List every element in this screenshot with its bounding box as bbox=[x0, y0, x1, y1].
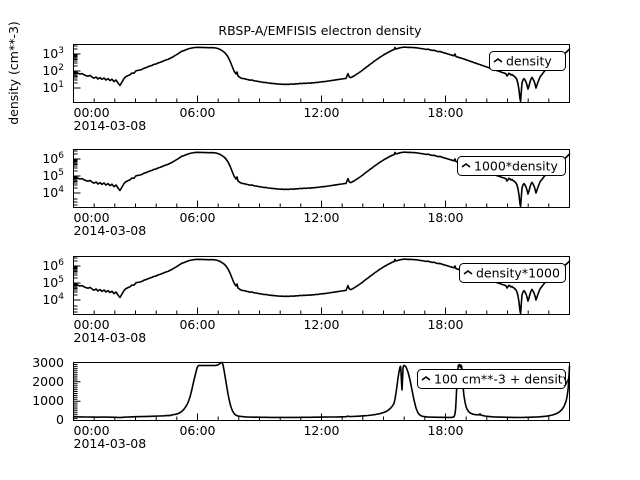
xtick-label: 06:00 bbox=[179, 317, 215, 332]
panel-1: 101 102 103 00:00 06:00 bbox=[6, 21, 571, 133]
legend-line-sample bbox=[493, 58, 503, 63]
data-trace-panel-3 bbox=[73, 258, 571, 315]
panel-3-ytick-labels: 104 105 106 bbox=[42, 258, 64, 307]
xtick-label: 00:00 bbox=[74, 105, 110, 120]
page-title: RBSP-A/EMFISIS electron density bbox=[218, 23, 422, 38]
panel-3-xtick-labels: 00:00 06:00 12:00 18:00 2014-03-08 bbox=[74, 317, 464, 345]
xtick-label: 12:00 bbox=[303, 210, 339, 225]
date-label: 2014-03-08 bbox=[74, 330, 147, 345]
data-trace-panel-4 bbox=[73, 361, 571, 419]
panel-1-yticks-major bbox=[73, 53, 81, 89]
panel-4-xtick-labels: 00:00 06:00 12:00 18:00 2014-03-08 bbox=[74, 423, 464, 451]
xtick-label: 18:00 bbox=[427, 317, 463, 332]
ytick-label: 104 bbox=[42, 185, 64, 200]
panel-3-yticks-major bbox=[73, 265, 81, 301]
data-trace-panel-1 bbox=[73, 46, 571, 103]
panel-2-xticks-minor bbox=[93, 203, 550, 208]
panel-3: 104 105 106 00:00 06:00 12:00 18:00 bbox=[42, 256, 571, 345]
ytick-label: 101 bbox=[42, 80, 64, 95]
ytick-label: 0 bbox=[56, 412, 64, 427]
xtick-label: 12:00 bbox=[303, 317, 339, 332]
legend-panel-1[interactable]: density bbox=[489, 51, 566, 71]
panel-4-ytick-labels: 0 1000 2000 3000 bbox=[32, 355, 64, 427]
panel-1-xticks-minor bbox=[93, 98, 550, 103]
legend-line-sample bbox=[461, 163, 471, 168]
panel-4-yticks-major bbox=[73, 362, 81, 421]
xtick-label: 18:00 bbox=[427, 210, 463, 225]
panel-2: 104 105 106 00:00 06:00 12:00 18:00 bbox=[42, 149, 571, 238]
y-axis-label: density (cm**-3) bbox=[6, 21, 21, 125]
panel-2-xticks-major bbox=[73, 200, 570, 208]
legend-box bbox=[489, 51, 566, 71]
xtick-label: 00:00 bbox=[74, 210, 110, 225]
legend-line-sample bbox=[421, 376, 431, 381]
xtick-label: 18:00 bbox=[427, 105, 463, 120]
ytick-label: 3000 bbox=[32, 355, 64, 370]
legend-line-sample bbox=[463, 270, 473, 275]
ytick-label: 1000 bbox=[32, 393, 64, 408]
panel-1-yticks-minor bbox=[73, 45, 78, 84]
panel-3-xticks-minor bbox=[93, 310, 550, 315]
legend-panel-2[interactable]: 1000*density bbox=[457, 156, 566, 176]
panel-2-xtick-labels: 00:00 06:00 12:00 18:00 2014-03-08 bbox=[74, 210, 464, 238]
xtick-label: 00:00 bbox=[74, 423, 110, 438]
legend-label: 100 cm**-3 + density bbox=[434, 372, 571, 387]
panel-1-xticks-major bbox=[73, 95, 570, 103]
legend-panel-4[interactable]: 100 cm**-3 + density bbox=[417, 369, 571, 389]
xtick-label: 12:00 bbox=[303, 105, 339, 120]
date-label: 2014-03-08 bbox=[74, 118, 147, 133]
legend-box bbox=[459, 263, 566, 283]
data-trace-panel-2 bbox=[73, 151, 571, 208]
panel-1-xtick-labels: 00:00 06:00 12:00 18:00 2014-03-08 bbox=[74, 105, 464, 133]
xtick-label: 00:00 bbox=[74, 317, 110, 332]
xtick-label: 18:00 bbox=[427, 423, 463, 438]
legend-label: 1000*density bbox=[474, 159, 558, 174]
panel-2-ytick-labels: 104 105 106 bbox=[42, 151, 64, 200]
ytick-label: 106 bbox=[42, 151, 64, 166]
ytick-label: 2000 bbox=[32, 374, 64, 389]
panel-4-yticks-minor bbox=[73, 364, 78, 420]
legend-label: density*1000 bbox=[476, 266, 560, 281]
panel-4: 0 1000 2000 3000 00:00 06:00 12:00 bbox=[32, 355, 571, 451]
xtick-label: 06:00 bbox=[179, 105, 215, 120]
ytick-label: 103 bbox=[42, 46, 64, 61]
xtick-label: 12:00 bbox=[303, 423, 339, 438]
xtick-label: 06:00 bbox=[179, 423, 215, 438]
date-label: 2014-03-08 bbox=[74, 436, 147, 451]
ytick-label: 105 bbox=[42, 168, 64, 183]
panel-1-ytick-labels: 101 102 103 bbox=[42, 46, 64, 95]
legend-box bbox=[457, 156, 566, 176]
panel-3-xticks-major bbox=[73, 307, 570, 315]
legend-panel-3[interactable]: density*1000 bbox=[459, 263, 566, 283]
ytick-label: 106 bbox=[42, 258, 64, 273]
panel-4-xticks-minor bbox=[93, 416, 550, 421]
legend-box bbox=[417, 369, 566, 389]
ytick-label: 102 bbox=[42, 63, 64, 78]
panel-2-yticks-major bbox=[73, 158, 81, 194]
xtick-label: 06:00 bbox=[179, 210, 215, 225]
legend-label: density bbox=[506, 54, 552, 69]
ytick-label: 105 bbox=[42, 275, 64, 290]
ytick-label: 104 bbox=[42, 292, 64, 307]
date-label: 2014-03-08 bbox=[74, 223, 147, 238]
